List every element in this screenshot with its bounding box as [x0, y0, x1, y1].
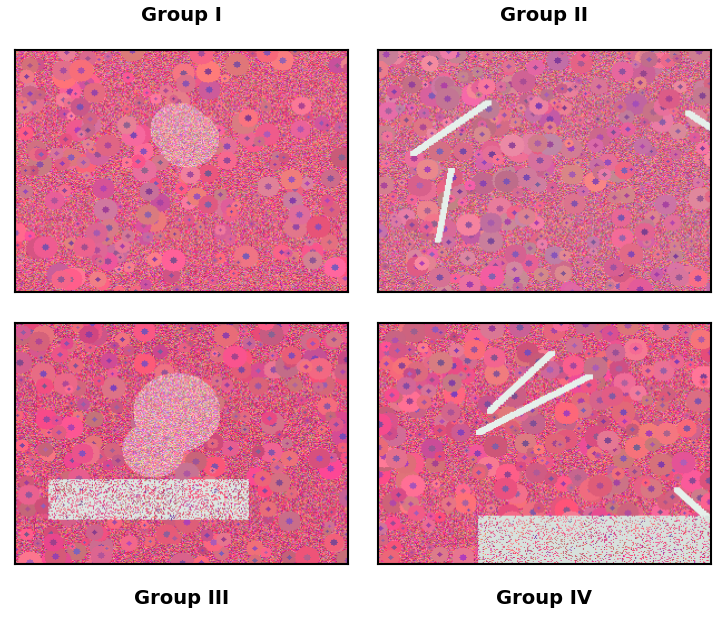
Text: Group II: Group II [500, 6, 589, 25]
Text: Group III: Group III [134, 589, 229, 608]
Text: Group IV: Group IV [497, 589, 592, 608]
Text: Group I: Group I [141, 6, 222, 25]
